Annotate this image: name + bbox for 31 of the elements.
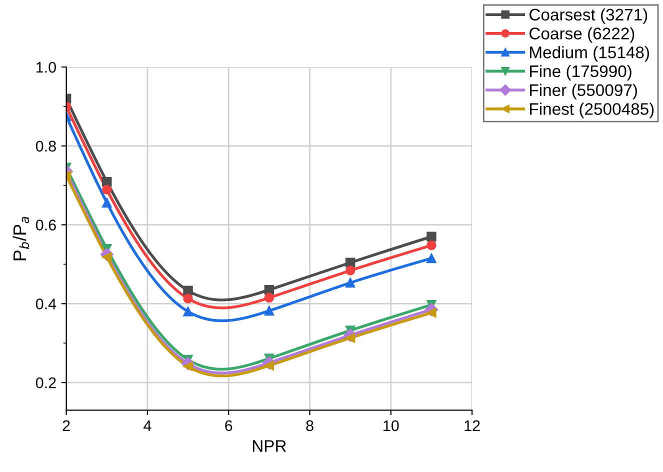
- point: [426, 240, 436, 250]
- legend-label: Medium (15148): [530, 46, 649, 62]
- point: [345, 266, 356, 276]
- y-tick-label: 0.4: [36, 298, 56, 310]
- legend-label: Coarse (6222): [530, 27, 634, 43]
- point: [345, 278, 356, 288]
- point: [426, 232, 436, 242]
- point: [264, 306, 274, 316]
- x-tick-label: 6: [225, 420, 232, 432]
- point: [102, 198, 112, 208]
- legend-label: Fine (175990): [530, 64, 632, 80]
- point: [102, 184, 112, 195]
- legend-label: Finer (550097): [530, 84, 637, 100]
- y-axis-title: P$_{b}$/P$_{a}$: [12, 216, 30, 260]
- x-tick-label: 4: [144, 420, 152, 431]
- point: [426, 253, 436, 264]
- x-tick-label: 12: [464, 420, 480, 431]
- point: [183, 306, 193, 316]
- point: [183, 286, 193, 296]
- point: [264, 292, 274, 303]
- point: [183, 294, 193, 304]
- y-tick-label: 1.0: [36, 62, 56, 73]
- x-axis-title: NPR: [252, 440, 286, 452]
- y-tick-label: 0.2: [36, 377, 56, 388]
- x-tick-label: 8: [306, 420, 314, 432]
- x-tick-label: 10: [384, 420, 399, 432]
- x-tick-label: 2: [62, 420, 70, 431]
- legend-label: Coarsest (3271): [530, 8, 648, 24]
- legend-label: Finest (2500485): [530, 102, 654, 118]
- y-tick-label: 0.8: [36, 140, 56, 152]
- y-tick-label: 0.6: [36, 220, 56, 230]
